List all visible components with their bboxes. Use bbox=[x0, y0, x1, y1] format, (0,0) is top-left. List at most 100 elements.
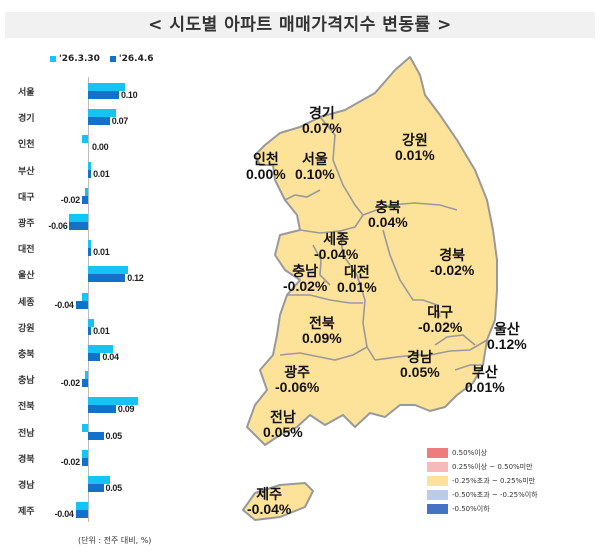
bar-curr bbox=[88, 274, 126, 283]
category-label: 전남 bbox=[18, 428, 35, 439]
region-name: 인천 bbox=[252, 151, 279, 167]
region-name: 광주 bbox=[284, 364, 311, 380]
map-legend-swatch bbox=[427, 476, 448, 486]
map-region-label: 제주 -0.04% bbox=[247, 486, 291, 518]
map-legend-label: 0.50%이상 bbox=[452, 449, 488, 457]
chart-row: 울산 0.12 bbox=[0, 263, 160, 289]
category-label: 경북 bbox=[18, 454, 35, 465]
bar-prev bbox=[88, 266, 129, 275]
value-label: 0.12 bbox=[127, 273, 144, 284]
legend-swatch-curr bbox=[109, 55, 116, 62]
map-region-label: 충북 0.04% bbox=[368, 199, 408, 231]
value-label: 0.05 bbox=[105, 430, 123, 441]
map-legend-item: -0.25%초과 ~ 0.25%미만 bbox=[427, 474, 538, 488]
map-region-label: 세종 -0.04% bbox=[314, 231, 358, 263]
map-region-label: 전남 0.05% bbox=[263, 409, 303, 441]
value-label: -0.02 bbox=[60, 456, 80, 467]
bar-prev bbox=[88, 318, 95, 327]
bar-curr bbox=[75, 510, 88, 519]
chart-row: 세종 -0.04 bbox=[0, 290, 160, 316]
bar-curr bbox=[88, 353, 101, 361]
unit-note: (단위 : 전주 대비, %) bbox=[78, 536, 152, 545]
value-label: 0.01 bbox=[93, 168, 110, 179]
value-label: 0.04 bbox=[102, 352, 119, 362]
map-region-label: 부산 0.01% bbox=[465, 364, 505, 396]
chart-row: 전남 0.05 bbox=[0, 421, 160, 447]
map-region-label: 경북 -0.02% bbox=[430, 247, 474, 279]
map-legend-item: -0.50%초과 ~ -0.25%이하 bbox=[427, 488, 538, 502]
bar-prev bbox=[81, 423, 88, 432]
value-label: 0.05 bbox=[105, 483, 123, 493]
map-region-label: 충남 -0.02% bbox=[283, 263, 327, 295]
bar-curr bbox=[75, 300, 88, 309]
chart-row: 서울 0.10 bbox=[0, 80, 160, 106]
region-value: 0.00% bbox=[246, 166, 286, 183]
bar-prev bbox=[84, 187, 88, 196]
category-label: 대구 bbox=[18, 192, 35, 203]
bar-prev bbox=[75, 502, 88, 511]
region-name: 강원 bbox=[401, 132, 428, 148]
bar-curr bbox=[88, 326, 92, 335]
bar-curr bbox=[88, 248, 92, 257]
bar-prev bbox=[88, 345, 113, 353]
legend-label-prev: '26.3.30 bbox=[59, 54, 100, 64]
map-legend-swatch bbox=[427, 462, 448, 472]
bar-prev bbox=[88, 161, 92, 170]
chart-row: 충남 -0.02 bbox=[0, 368, 160, 394]
region-value: 0.01% bbox=[465, 379, 505, 396]
bar-curr bbox=[88, 91, 119, 99]
region-name: 경북 bbox=[439, 247, 466, 263]
category-label: 경남 bbox=[18, 481, 35, 491]
map-region-label: 전북 0.09% bbox=[302, 315, 342, 347]
map-legend: 0.50%이상 0.25%이상 ~ 0.50%미만 -0.25%초과 ~ 0.25%… bbox=[427, 446, 538, 516]
bar-prev bbox=[81, 135, 88, 144]
legend-label-curr: '26.4.6 bbox=[118, 54, 154, 64]
value-label: -0.04 bbox=[54, 299, 74, 310]
category-label: 대전 bbox=[18, 245, 35, 256]
bar-curr bbox=[88, 117, 110, 126]
map-svg bbox=[242, 56, 498, 521]
chart-row: 제주 -0.04 bbox=[0, 499, 160, 525]
chart-row: 경기 0.07 bbox=[0, 106, 160, 132]
map-legend-swatch bbox=[427, 448, 448, 458]
map-region-label: 경남 0.05% bbox=[400, 349, 440, 381]
region-value: -0.06% bbox=[275, 379, 320, 396]
bar-prev bbox=[88, 109, 116, 118]
chart-axis bbox=[88, 77, 89, 522]
map-region-label: 강원 0.01% bbox=[395, 132, 435, 164]
bar-prev bbox=[88, 83, 126, 91]
bar-curr bbox=[69, 222, 88, 230]
bar-prev bbox=[81, 449, 88, 458]
map-legend-swatch bbox=[427, 490, 448, 500]
value-label: 0.10 bbox=[121, 90, 138, 100]
bar-curr bbox=[88, 484, 104, 492]
map-region-label: 서울 0.10% bbox=[295, 151, 335, 183]
bar-curr bbox=[81, 195, 88, 204]
value-label: -0.02 bbox=[60, 194, 80, 205]
region-name: 부산 bbox=[471, 364, 498, 380]
region-value: 0.07% bbox=[302, 120, 342, 137]
region-name: 경기 bbox=[308, 105, 335, 121]
category-label: 강원 bbox=[18, 323, 35, 334]
chart-row: 대구 -0.02 bbox=[0, 185, 160, 211]
map-region-label: 경기 0.07% bbox=[302, 105, 342, 137]
value-label: 0.00 bbox=[92, 142, 109, 153]
region-name: 세종 bbox=[323, 231, 350, 247]
bar-curr bbox=[81, 457, 88, 466]
chart-row: 전북 0.09 bbox=[0, 394, 160, 420]
category-label: 세종 bbox=[18, 297, 35, 308]
value-label: 0.01 bbox=[93, 247, 110, 258]
region-value: 0.05% bbox=[400, 364, 440, 381]
category-label: 부산 bbox=[18, 166, 35, 177]
map-legend-label: -0.25%초과 ~ 0.25%미만 bbox=[452, 477, 536, 485]
bar-curr bbox=[88, 169, 92, 178]
region-name: 울산 bbox=[493, 321, 520, 337]
bar-curr bbox=[88, 431, 104, 440]
region-name: 충남 bbox=[292, 263, 319, 279]
bar-prev bbox=[81, 292, 88, 301]
region-value: 0.01% bbox=[337, 279, 377, 296]
map-legend-item: 0.50%이상 bbox=[427, 446, 538, 460]
bar-chart: 서울 0.10 경기 0.07 인천 0.00 부산 0.01 대구 -0.02 광주 -0.06 대전… bbox=[0, 72, 160, 522]
value-label: -0.06 bbox=[48, 221, 68, 231]
value-label: 0.01 bbox=[93, 325, 110, 336]
